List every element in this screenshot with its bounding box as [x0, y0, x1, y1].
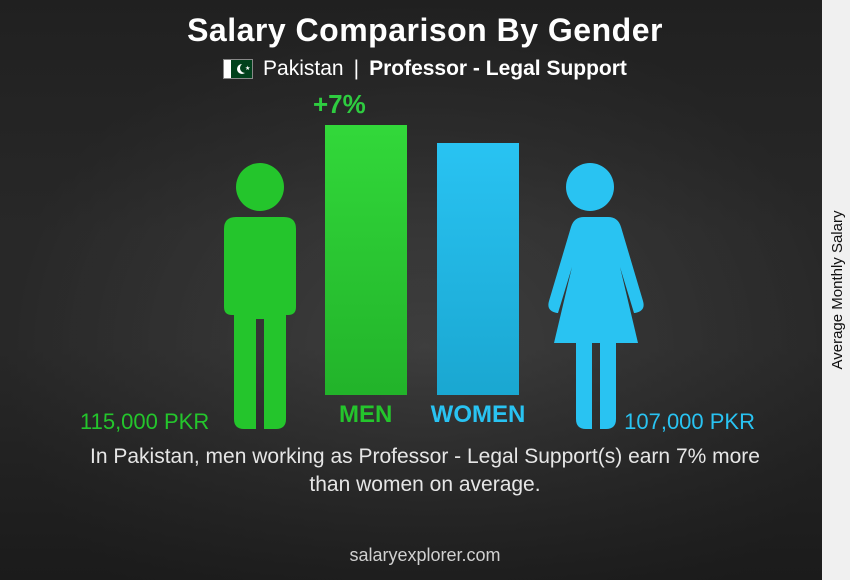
- chart-row: 115,000 PKR MEN WOMEN: [0, 119, 850, 429]
- female-icon: [530, 159, 650, 429]
- women-label: WOMEN: [431, 401, 526, 429]
- men-label: MEN: [339, 401, 392, 429]
- page-title: Salary Comparison By Gender: [0, 0, 850, 49]
- women-salary: 107,000 PKR: [624, 409, 755, 435]
- women-bar: [437, 143, 519, 395]
- difference-label: +7%: [313, 89, 366, 120]
- men-salary: 115,000 PKR: [80, 409, 209, 435]
- footer-link[interactable]: salaryexplorer.com: [0, 545, 850, 566]
- description: In Pakistan, men working as Professor - …: [0, 429, 850, 500]
- separator: |: [354, 57, 359, 81]
- pakistan-flag-icon: ★: [223, 59, 253, 79]
- male-icon: [200, 159, 320, 429]
- subtitle: ★ Pakistan | Professor - Legal Support: [0, 57, 850, 81]
- chart-area: +7% 115,000 PKR MEN WOMEN: [0, 89, 850, 429]
- women-bar-col: WOMEN: [431, 119, 526, 429]
- country-label: Pakistan: [263, 57, 344, 81]
- men-bar: [325, 125, 407, 395]
- content-wrap: Salary Comparison By Gender ★ Pakistan |…: [0, 0, 850, 580]
- job-label: Professor - Legal Support: [369, 57, 627, 81]
- male-figure: [195, 159, 325, 429]
- men-bar-col: MEN: [325, 119, 407, 429]
- female-figure: [525, 159, 655, 429]
